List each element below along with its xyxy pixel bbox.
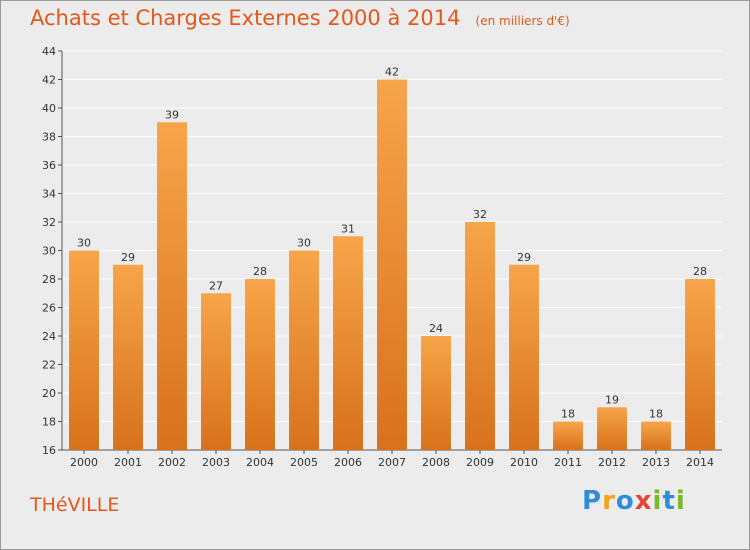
x-tick-label: 2003 <box>202 456 230 469</box>
logo-letter: o <box>615 486 635 516</box>
y-tick-label: 26 <box>42 302 56 315</box>
value-label-2005: 30 <box>297 237 311 250</box>
value-label-2009: 32 <box>473 208 487 221</box>
bar-2012 <box>597 407 627 450</box>
logo-letter: i <box>652 486 663 516</box>
bar-2014 <box>685 279 715 450</box>
bar-2013 <box>641 421 671 450</box>
y-tick-label: 28 <box>42 273 56 286</box>
x-tick-label: 2008 <box>422 456 450 469</box>
bar-2009 <box>465 222 495 450</box>
value-label-2007: 42 <box>385 66 399 79</box>
bar-2010 <box>509 264 539 450</box>
x-tick-label: 2013 <box>642 456 670 469</box>
y-tick-label: 42 <box>42 74 56 87</box>
value-label-2013: 18 <box>649 408 663 421</box>
x-tick-label: 2006 <box>334 456 362 469</box>
bar-2002 <box>157 122 187 450</box>
logo-letter: i <box>675 486 686 516</box>
chart-subtitle: (en milliers d'€) <box>475 14 570 28</box>
y-tick-label: 16 <box>42 444 56 457</box>
x-tick-label: 2004 <box>246 456 274 469</box>
logo-letter: r <box>602 486 616 516</box>
y-tick-label: 20 <box>42 387 56 400</box>
y-tick-label: 36 <box>42 159 56 172</box>
bar-2004 <box>245 279 275 450</box>
x-tick-label: 2000 <box>70 456 98 469</box>
x-tick-label: 2011 <box>554 456 582 469</box>
x-tick-label: 2005 <box>290 456 318 469</box>
value-label-2011: 18 <box>561 408 575 421</box>
city-name: THéVILLE <box>30 494 120 516</box>
y-tick-label: 44 <box>42 45 56 58</box>
bar-2006 <box>333 236 363 450</box>
bar-2007 <box>377 79 407 450</box>
x-tick-label: 2001 <box>114 456 142 469</box>
proxiti-logo: Proxiti <box>582 486 686 516</box>
bar-2000 <box>69 250 99 450</box>
value-label-2002: 39 <box>165 108 179 121</box>
value-label-2004: 28 <box>253 265 267 278</box>
value-label-2003: 27 <box>209 279 223 292</box>
x-tick-label: 2010 <box>510 456 538 469</box>
y-tick-label: 34 <box>42 188 56 201</box>
y-tick-label: 22 <box>42 359 56 372</box>
bar-2011 <box>553 421 583 450</box>
bar-2001 <box>113 264 143 450</box>
value-label-2014: 28 <box>693 265 707 278</box>
y-tick-label: 32 <box>42 216 56 229</box>
value-label-2006: 31 <box>341 222 355 235</box>
bar-2008 <box>421 336 451 450</box>
chart-title: Achats et Charges Externes 2000 à 2014 <box>30 6 461 30</box>
x-tick-label: 2009 <box>466 456 494 469</box>
y-tick-label: 38 <box>42 131 56 144</box>
x-tick-label: 2002 <box>158 456 186 469</box>
y-tick-label: 40 <box>42 102 56 115</box>
x-tick-label: 2012 <box>598 456 626 469</box>
y-tick-label: 24 <box>42 330 56 343</box>
bar-2005 <box>289 250 319 450</box>
title-row: Achats et Charges Externes 2000 à 2014 (… <box>30 6 570 30</box>
value-label-2008: 24 <box>429 322 443 335</box>
x-tick-label: 2014 <box>686 456 714 469</box>
x-tick-label: 2007 <box>378 456 406 469</box>
y-tick-label: 18 <box>42 416 56 429</box>
value-label-2001: 29 <box>121 251 135 264</box>
logo-letter: x <box>634 486 653 516</box>
value-label-2000: 30 <box>77 237 91 250</box>
value-label-2012: 19 <box>605 393 619 406</box>
logo-letter: P <box>582 486 603 516</box>
logo-letter: t <box>662 486 676 516</box>
bar-2003 <box>201 293 231 450</box>
y-tick-label: 30 <box>42 245 56 258</box>
value-label-2010: 29 <box>517 251 531 264</box>
